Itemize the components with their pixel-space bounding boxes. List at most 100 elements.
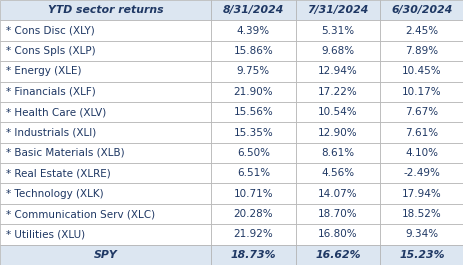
Text: 16.62%: 16.62% [314,250,360,260]
Text: 6.50%: 6.50% [236,148,269,158]
Bar [211,245,295,265]
Bar [0,204,211,224]
Bar [295,122,379,143]
Text: 10.71%: 10.71% [233,189,273,199]
Bar [295,61,379,82]
Bar [0,41,211,61]
Text: 2.45%: 2.45% [405,26,438,36]
Bar [211,82,295,102]
Text: 5.31%: 5.31% [320,26,354,36]
Bar [295,163,379,183]
Text: 7.67%: 7.67% [405,107,438,117]
Text: 15.35%: 15.35% [233,127,273,138]
Bar [211,204,295,224]
Bar [211,0,295,20]
Bar [379,82,463,102]
Text: 15.86%: 15.86% [233,46,273,56]
Text: 10.17%: 10.17% [401,87,441,97]
Text: 6.51%: 6.51% [236,168,269,178]
Bar [0,61,211,82]
Text: 21.90%: 21.90% [233,87,273,97]
Bar [379,163,463,183]
Bar [0,102,211,122]
Text: * Technology (XLK): * Technology (XLK) [6,189,103,199]
Bar [379,183,463,204]
Text: 10.54%: 10.54% [317,107,357,117]
Bar [0,224,211,245]
Text: 7.61%: 7.61% [405,127,438,138]
Text: 10.45%: 10.45% [401,66,441,76]
Bar [295,102,379,122]
Bar [0,0,211,20]
Bar [0,163,211,183]
Bar [211,61,295,82]
Text: * Health Care (XLV): * Health Care (XLV) [6,107,106,117]
Bar [211,183,295,204]
Bar [379,122,463,143]
Text: * Real Estate (XLRE): * Real Estate (XLRE) [6,168,110,178]
Bar [211,20,295,41]
Text: * Cons Spls (XLP): * Cons Spls (XLP) [6,46,95,56]
Text: 8.61%: 8.61% [320,148,354,158]
Bar [0,183,211,204]
Text: SPY: SPY [94,250,117,260]
Text: 15.56%: 15.56% [233,107,273,117]
Text: 16.80%: 16.80% [317,229,357,239]
Text: 21.92%: 21.92% [233,229,273,239]
Text: 4.39%: 4.39% [236,26,269,36]
Text: 18.52%: 18.52% [401,209,441,219]
Bar [295,224,379,245]
Bar [0,82,211,102]
Text: * Energy (XLE): * Energy (XLE) [6,66,81,76]
Bar [295,143,379,163]
Text: * Industrials (XLI): * Industrials (XLI) [6,127,96,138]
Bar [211,41,295,61]
Text: YTD sector returns: YTD sector returns [48,5,163,15]
Bar [379,224,463,245]
Text: 4.56%: 4.56% [320,168,354,178]
Text: 17.94%: 17.94% [401,189,441,199]
Bar [379,143,463,163]
Text: 9.75%: 9.75% [236,66,269,76]
Bar [379,0,463,20]
Text: 9.34%: 9.34% [405,229,438,239]
Bar [379,41,463,61]
Text: 6/30/2024: 6/30/2024 [390,5,452,15]
Bar [295,183,379,204]
Bar [379,204,463,224]
Text: 12.94%: 12.94% [317,66,357,76]
Bar [295,0,379,20]
Bar [211,102,295,122]
Text: * Cons Disc (XLY): * Cons Disc (XLY) [6,26,94,36]
Bar [379,102,463,122]
Text: 18.70%: 18.70% [317,209,357,219]
Text: 17.22%: 17.22% [317,87,357,97]
Bar [0,122,211,143]
Bar [211,224,295,245]
Bar [0,245,211,265]
Bar [0,143,211,163]
Text: * Basic Materials (XLB): * Basic Materials (XLB) [6,148,124,158]
Text: -2.49%: -2.49% [403,168,439,178]
Bar [295,82,379,102]
Bar [211,122,295,143]
Text: 7.89%: 7.89% [405,46,438,56]
Text: 14.07%: 14.07% [317,189,357,199]
Text: * Utilities (XLU): * Utilities (XLU) [6,229,85,239]
Bar [295,204,379,224]
Bar [211,163,295,183]
Bar [211,143,295,163]
Bar [295,41,379,61]
Bar [379,61,463,82]
Text: 8/31/2024: 8/31/2024 [222,5,283,15]
Bar [379,245,463,265]
Text: 20.28%: 20.28% [233,209,273,219]
Bar [295,20,379,41]
Text: * Financials (XLF): * Financials (XLF) [6,87,95,97]
Text: 9.68%: 9.68% [320,46,354,56]
Text: * Communication Serv (XLC): * Communication Serv (XLC) [6,209,154,219]
Bar [295,245,379,265]
Text: 12.90%: 12.90% [317,127,357,138]
Text: 15.23%: 15.23% [398,250,444,260]
Text: 18.73%: 18.73% [230,250,275,260]
